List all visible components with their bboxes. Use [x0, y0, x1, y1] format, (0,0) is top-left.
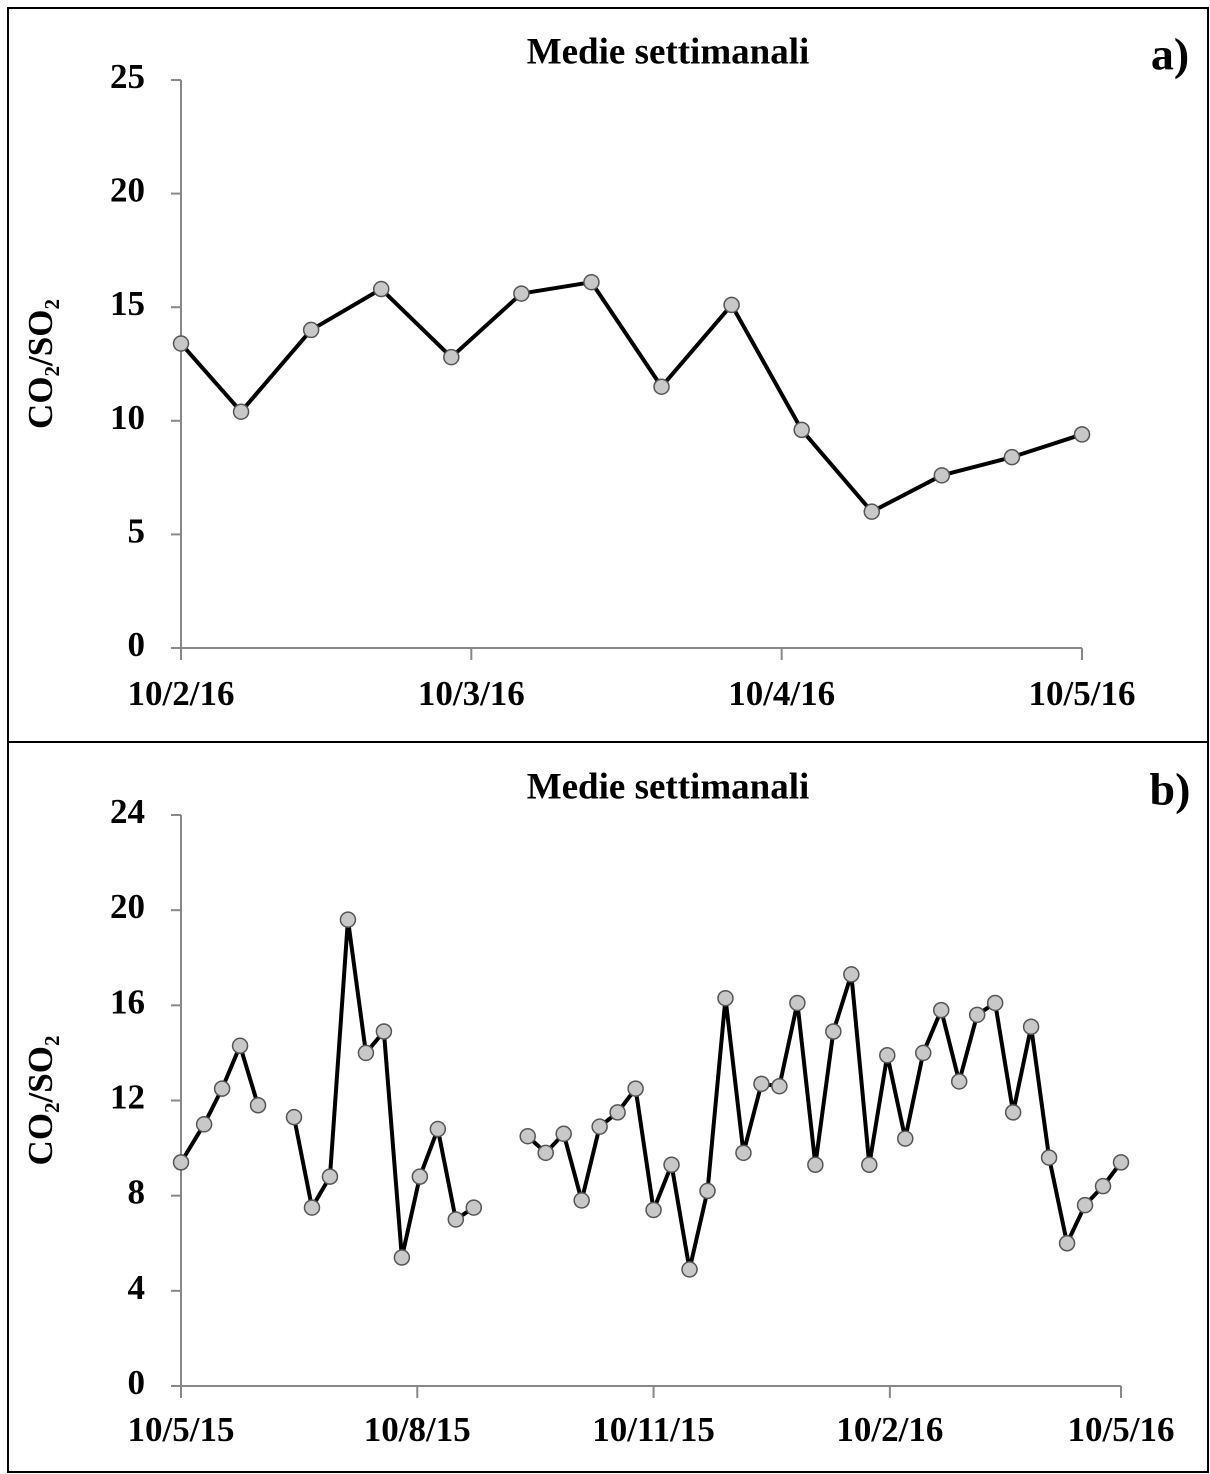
panel-frame	[7, 7, 1209, 743]
data-point	[645, 1201, 662, 1219]
y-tick-label: 20	[110, 171, 145, 210]
y-tick-label: 24	[110, 792, 145, 831]
data-point	[807, 1156, 824, 1173]
data-point	[723, 296, 740, 314]
data-point	[573, 1192, 590, 1209]
y-axis-title: CO₂/SO₂	[21, 299, 60, 429]
y-tick-label: 10	[110, 398, 145, 437]
data-point	[843, 966, 860, 983]
data-point	[447, 1211, 465, 1228]
y-tick-label: 16	[110, 982, 145, 1021]
data-point	[172, 335, 190, 352]
data-point	[429, 1120, 447, 1138]
x-tick-label: 10/8/15	[364, 1410, 471, 1449]
data-point	[897, 1130, 914, 1147]
y-tick-label: 4	[128, 1268, 146, 1307]
data-point	[591, 1118, 608, 1135]
data-point	[861, 1156, 878, 1173]
y-tick-label: 8	[128, 1173, 146, 1212]
data-point	[513, 285, 530, 302]
y-tick-label: 15	[110, 284, 145, 323]
data-point	[213, 1080, 231, 1097]
data-point	[285, 1108, 303, 1126]
data-point	[627, 1080, 644, 1097]
data-point	[753, 1075, 770, 1093]
data-point	[1076, 1196, 1094, 1214]
data-point	[986, 994, 1004, 1012]
y-tick-label: 20	[110, 887, 145, 926]
data-point	[195, 1116, 213, 1133]
data-point	[372, 280, 390, 298]
data-point	[303, 1199, 321, 1216]
data-point	[1003, 448, 1021, 466]
y-tick-label: 25	[110, 57, 145, 96]
data-point	[863, 503, 881, 520]
data-point	[933, 467, 951, 484]
data-point	[443, 348, 460, 366]
data-point	[393, 1249, 411, 1266]
data-point	[339, 911, 357, 928]
panel-label: b)	[1150, 764, 1191, 815]
data-point	[932, 1001, 950, 1019]
x-tick-label: 10/2/16	[836, 1410, 943, 1449]
data-point	[1073, 426, 1091, 443]
data-point	[1004, 1104, 1022, 1121]
data-point	[879, 1047, 896, 1064]
data-point	[172, 1154, 190, 1171]
data-point	[302, 321, 320, 339]
data-point	[717, 989, 734, 1007]
data-point	[1094, 1177, 1112, 1195]
data-point	[699, 1182, 716, 1200]
x-tick-label: 10/5/16	[1068, 1410, 1175, 1449]
data-point	[1022, 1018, 1040, 1035]
data-point	[465, 1199, 483, 1216]
data-point	[1112, 1154, 1130, 1171]
panel-label: a)	[1151, 29, 1189, 80]
data-point	[914, 1044, 932, 1062]
data-point	[735, 1144, 752, 1162]
data-point	[1058, 1235, 1076, 1252]
data-point	[825, 1023, 842, 1040]
data-point	[663, 1156, 680, 1173]
data-line	[179, 280, 1083, 514]
chart-title: Medie settimanali	[527, 31, 810, 72]
data-point	[537, 1144, 554, 1162]
data-point	[789, 994, 806, 1012]
data-point	[793, 421, 810, 439]
data-point	[321, 1168, 339, 1185]
data-point	[555, 1125, 572, 1143]
x-tick-label: 10/4/16	[728, 674, 835, 713]
x-tick-label: 10/11/15	[592, 1410, 715, 1449]
x-tick-label: 10/2/16	[128, 674, 235, 713]
x-tick-label: 10/3/16	[418, 674, 525, 713]
x-tick-label: 10/5/16	[1029, 674, 1136, 713]
y-axis-title: CO₂/SO₂	[21, 1036, 60, 1166]
y-tick-label: 12	[110, 1078, 145, 1117]
data-point	[950, 1073, 968, 1090]
data-point	[681, 1261, 698, 1278]
data-point	[231, 1037, 249, 1055]
data-point	[1040, 1149, 1058, 1166]
data-point	[357, 1044, 375, 1062]
data-point	[519, 1127, 536, 1145]
data-point	[968, 1006, 986, 1024]
data-point	[609, 1104, 626, 1121]
panel-frame	[7, 741, 1209, 1473]
chart-title: Medie settimanali	[527, 766, 810, 807]
data-point	[653, 378, 670, 395]
y-tick-label: 5	[128, 511, 146, 550]
data-point	[583, 273, 600, 291]
x-tick-label: 10/5/15	[128, 1410, 235, 1449]
y-tick-label: 0	[128, 625, 146, 664]
data-point	[375, 1023, 393, 1040]
data-point	[232, 403, 250, 420]
data-point	[411, 1168, 429, 1185]
y-tick-label: 0	[128, 1363, 146, 1402]
data-point	[771, 1077, 788, 1095]
data-point	[249, 1097, 267, 1114]
